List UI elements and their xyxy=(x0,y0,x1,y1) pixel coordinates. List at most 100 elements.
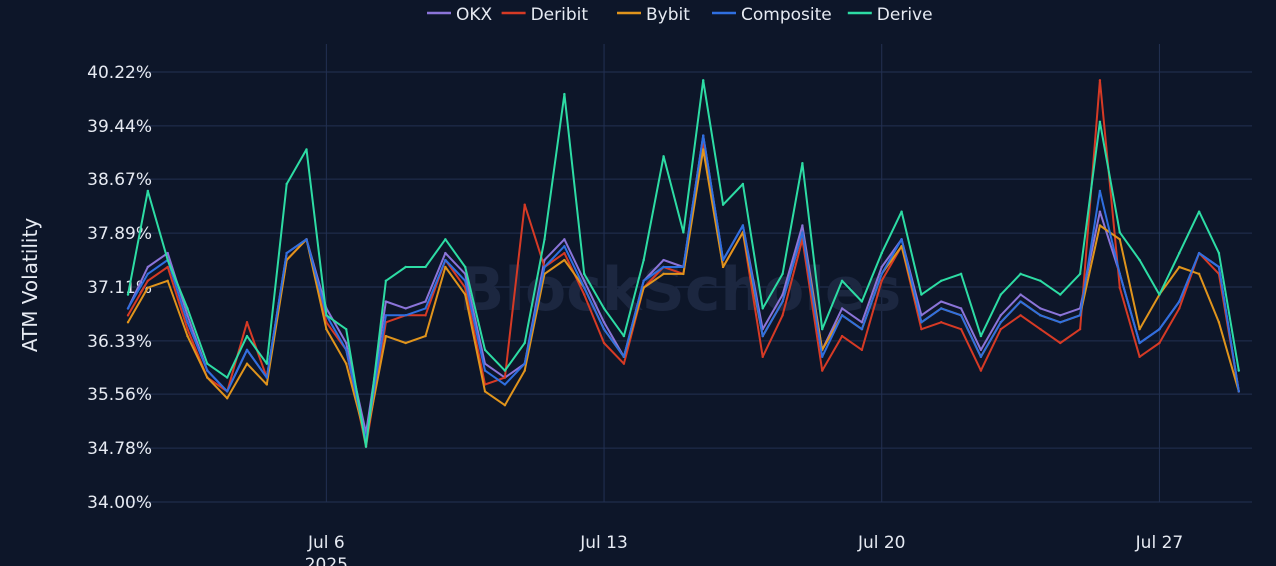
data-point xyxy=(1078,314,1082,317)
data-point xyxy=(146,279,150,282)
data-point xyxy=(1118,286,1121,289)
data-point xyxy=(880,265,883,269)
data-point xyxy=(721,203,725,206)
data-point xyxy=(344,327,348,331)
data-point xyxy=(404,314,407,317)
data-point xyxy=(602,341,606,345)
data-point xyxy=(265,362,269,365)
data-point xyxy=(702,134,705,137)
data-point xyxy=(146,272,150,276)
legend[interactable]: OKX Deribit Bybit Composite Derive xyxy=(427,5,933,25)
data-point xyxy=(265,383,269,386)
data-point xyxy=(1059,293,1062,296)
data-point xyxy=(840,334,844,338)
data-point xyxy=(1158,327,1161,331)
data-point xyxy=(1059,341,1062,345)
data-point xyxy=(1138,327,1141,331)
data-point xyxy=(999,314,1002,317)
data-point xyxy=(563,238,566,241)
data-point xyxy=(940,321,943,324)
legend-item-composite[interactable]: Composite xyxy=(712,5,832,25)
data-point xyxy=(444,238,447,241)
data-point xyxy=(1098,189,1102,193)
data-point xyxy=(1118,231,1121,234)
data-point xyxy=(642,279,645,282)
data-point xyxy=(523,341,526,345)
data-point xyxy=(166,279,169,282)
data-point xyxy=(166,265,169,269)
data-point xyxy=(1039,279,1042,282)
data-point xyxy=(801,224,804,227)
data-point xyxy=(483,348,487,352)
data-point xyxy=(761,334,764,338)
data-point xyxy=(1237,390,1240,393)
x-tick-label: Jul 20 xyxy=(857,533,906,553)
legend-item-deribit[interactable]: Deribit xyxy=(501,5,589,25)
data-point xyxy=(444,265,447,269)
data-point xyxy=(999,327,1002,331)
data-point xyxy=(781,293,784,296)
data-point xyxy=(285,251,288,255)
data-point xyxy=(741,182,745,186)
data-point xyxy=(1178,265,1181,269)
data-point xyxy=(741,224,745,227)
data-point xyxy=(682,231,685,234)
data-point xyxy=(483,390,487,393)
data-point xyxy=(344,362,348,365)
data-point xyxy=(1019,272,1022,276)
series-lines xyxy=(126,79,1240,448)
data-point xyxy=(702,79,705,82)
y-tick-label: 39.44% xyxy=(87,117,152,137)
data-point xyxy=(1098,224,1102,227)
data-point xyxy=(602,321,606,324)
data-point xyxy=(305,238,308,241)
data-point xyxy=(186,334,189,338)
data-point xyxy=(1197,210,1201,213)
data-point xyxy=(563,92,566,96)
data-point xyxy=(662,258,665,262)
data-point xyxy=(126,293,130,296)
data-point xyxy=(622,355,626,359)
data-point xyxy=(1059,321,1062,324)
data-point xyxy=(265,376,269,379)
data-point xyxy=(721,258,725,262)
data-point xyxy=(979,348,983,352)
data-point xyxy=(821,355,824,359)
data-point xyxy=(186,321,189,324)
data-point xyxy=(900,238,903,241)
data-point xyxy=(563,251,566,255)
data-point xyxy=(920,327,923,331)
data-point xyxy=(384,300,388,303)
data-point xyxy=(146,189,150,193)
data-point xyxy=(325,314,328,317)
x-tick-label: Jul 27 xyxy=(1135,533,1184,553)
data-point xyxy=(543,238,546,241)
data-point xyxy=(761,307,764,310)
legend-item-bybit[interactable]: Bybit xyxy=(617,5,690,25)
data-point xyxy=(880,251,883,255)
legend-label: Deribit xyxy=(531,5,589,25)
data-point xyxy=(543,258,546,262)
data-point xyxy=(1138,355,1141,359)
data-point xyxy=(959,327,963,331)
data-point xyxy=(563,258,566,262)
data-point xyxy=(464,279,467,282)
data-point xyxy=(781,272,784,276)
data-point xyxy=(384,279,388,282)
data-point xyxy=(503,369,507,372)
legend-item-okx[interactable]: OKX xyxy=(427,5,493,25)
data-point xyxy=(979,369,983,372)
data-point xyxy=(840,279,844,282)
data-point xyxy=(344,348,348,352)
data-point xyxy=(920,293,923,296)
y-tick-label: 38.67% xyxy=(87,170,152,190)
data-point xyxy=(186,307,189,310)
data-point xyxy=(424,307,427,310)
data-point xyxy=(126,314,130,317)
data-point xyxy=(1019,293,1022,296)
data-point xyxy=(1158,293,1161,296)
data-point xyxy=(662,155,665,158)
data-point xyxy=(801,162,804,165)
legend-item-derive[interactable]: Derive xyxy=(847,5,933,25)
data-point xyxy=(424,265,427,269)
